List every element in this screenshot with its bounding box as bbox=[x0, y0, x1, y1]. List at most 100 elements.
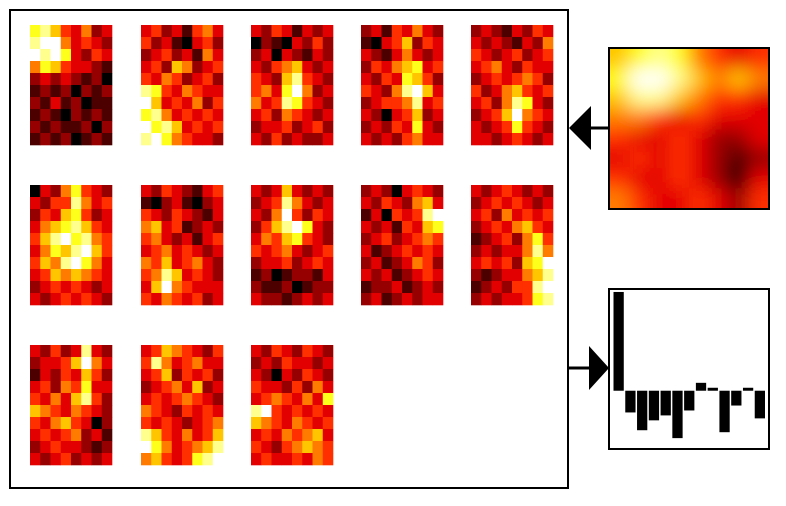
heat-cell bbox=[322, 281, 334, 294]
heat-cell bbox=[532, 133, 544, 146]
heat-cell bbox=[50, 369, 62, 382]
heat-cell bbox=[292, 221, 303, 234]
heat-cell bbox=[151, 453, 162, 466]
heat-cell bbox=[471, 293, 482, 306]
heat-cell bbox=[261, 221, 272, 234]
heat-cell bbox=[432, 221, 444, 234]
heat-cell bbox=[71, 37, 82, 50]
heat-cell bbox=[161, 121, 173, 134]
heat-cell bbox=[141, 133, 152, 146]
heat-cell bbox=[151, 257, 162, 270]
heat-cell bbox=[251, 109, 262, 122]
heat-cell bbox=[381, 245, 393, 258]
heat-cell bbox=[30, 185, 41, 198]
heat-cell bbox=[212, 121, 224, 134]
heat-cell bbox=[432, 73, 444, 86]
heat-cell bbox=[161, 257, 173, 270]
heat-cell bbox=[71, 109, 82, 122]
heat-cell bbox=[322, 133, 334, 146]
heat-cell bbox=[40, 85, 51, 98]
heat-cell bbox=[30, 357, 41, 370]
heat-cell bbox=[60, 441, 72, 454]
heat-cell bbox=[422, 133, 434, 146]
heat-cell bbox=[281, 133, 293, 146]
heat-cell bbox=[292, 233, 303, 246]
heat-cell bbox=[542, 97, 554, 110]
heat-cell bbox=[512, 245, 523, 258]
heat-cell bbox=[669, 68, 690, 90]
heat-cell bbox=[261, 381, 272, 394]
heat-cell bbox=[40, 25, 51, 38]
heat-cell bbox=[542, 209, 554, 222]
heat-cell bbox=[292, 245, 303, 258]
bar bbox=[637, 390, 648, 431]
heat-cell bbox=[522, 245, 533, 258]
heat-cell bbox=[271, 61, 283, 74]
heat-cell bbox=[629, 88, 650, 109]
heat-cell bbox=[302, 293, 313, 306]
heat-cell bbox=[212, 109, 224, 122]
heat-cell bbox=[91, 25, 103, 38]
heat-cell bbox=[689, 128, 710, 149]
heat-cell bbox=[101, 209, 113, 222]
heat-cell bbox=[708, 168, 729, 189]
heat-cell bbox=[292, 49, 303, 62]
heat-cell bbox=[708, 128, 729, 149]
heat-cell bbox=[261, 357, 272, 370]
heat-cell bbox=[251, 197, 262, 210]
heat-cell bbox=[481, 61, 492, 74]
heat-cell bbox=[101, 185, 113, 198]
heat-cell bbox=[391, 281, 403, 294]
heat-cell bbox=[491, 209, 503, 222]
heat-cell bbox=[141, 73, 152, 86]
heat-cell bbox=[391, 293, 403, 306]
heat-cell bbox=[91, 73, 103, 86]
heat-cell bbox=[251, 453, 262, 466]
heat-cell bbox=[361, 185, 372, 198]
heat-cell bbox=[81, 369, 92, 382]
heat-cell bbox=[432, 49, 444, 62]
heat-cell bbox=[292, 257, 303, 270]
heat-cell bbox=[281, 453, 293, 466]
heat-cell bbox=[361, 97, 372, 110]
heat-cell bbox=[322, 61, 334, 74]
heat-cell bbox=[251, 293, 262, 306]
heat-cell bbox=[542, 221, 554, 234]
heat-cell bbox=[302, 369, 313, 382]
heat-cell bbox=[322, 209, 334, 222]
heat-cell bbox=[30, 245, 41, 258]
heat-cell bbox=[381, 209, 393, 222]
heat-cell bbox=[281, 209, 293, 222]
heat-cell bbox=[50, 221, 62, 234]
heat-cell bbox=[141, 441, 152, 454]
heat-cell bbox=[71, 73, 82, 86]
heat-cell bbox=[412, 85, 423, 98]
heat-cell bbox=[182, 185, 193, 198]
heat-cell bbox=[322, 393, 334, 406]
heat-cell bbox=[60, 97, 72, 110]
bar bbox=[754, 390, 765, 419]
heat-cell bbox=[649, 168, 670, 189]
heat-cell bbox=[251, 85, 262, 98]
heat-cell bbox=[471, 269, 482, 282]
heat-cell bbox=[361, 73, 372, 86]
heat-cell bbox=[491, 109, 503, 122]
heat-cell bbox=[182, 85, 193, 98]
heat-cell bbox=[271, 245, 283, 258]
heat-cell bbox=[402, 97, 413, 110]
heat-cell bbox=[381, 73, 393, 86]
heat-cell bbox=[402, 61, 413, 74]
heat-cell bbox=[322, 37, 334, 50]
heat-cell bbox=[161, 73, 173, 86]
heat-cell bbox=[422, 73, 434, 86]
heat-cell bbox=[141, 85, 152, 98]
heat-cell bbox=[271, 381, 283, 394]
heat-cell bbox=[71, 197, 82, 210]
heat-cell bbox=[212, 429, 224, 442]
heat-cell bbox=[312, 257, 324, 270]
heat-cell bbox=[371, 109, 382, 122]
heat-cell bbox=[40, 221, 51, 234]
heat-cell bbox=[60, 85, 72, 98]
heat-cell bbox=[532, 209, 544, 222]
heat-cell bbox=[50, 121, 62, 134]
